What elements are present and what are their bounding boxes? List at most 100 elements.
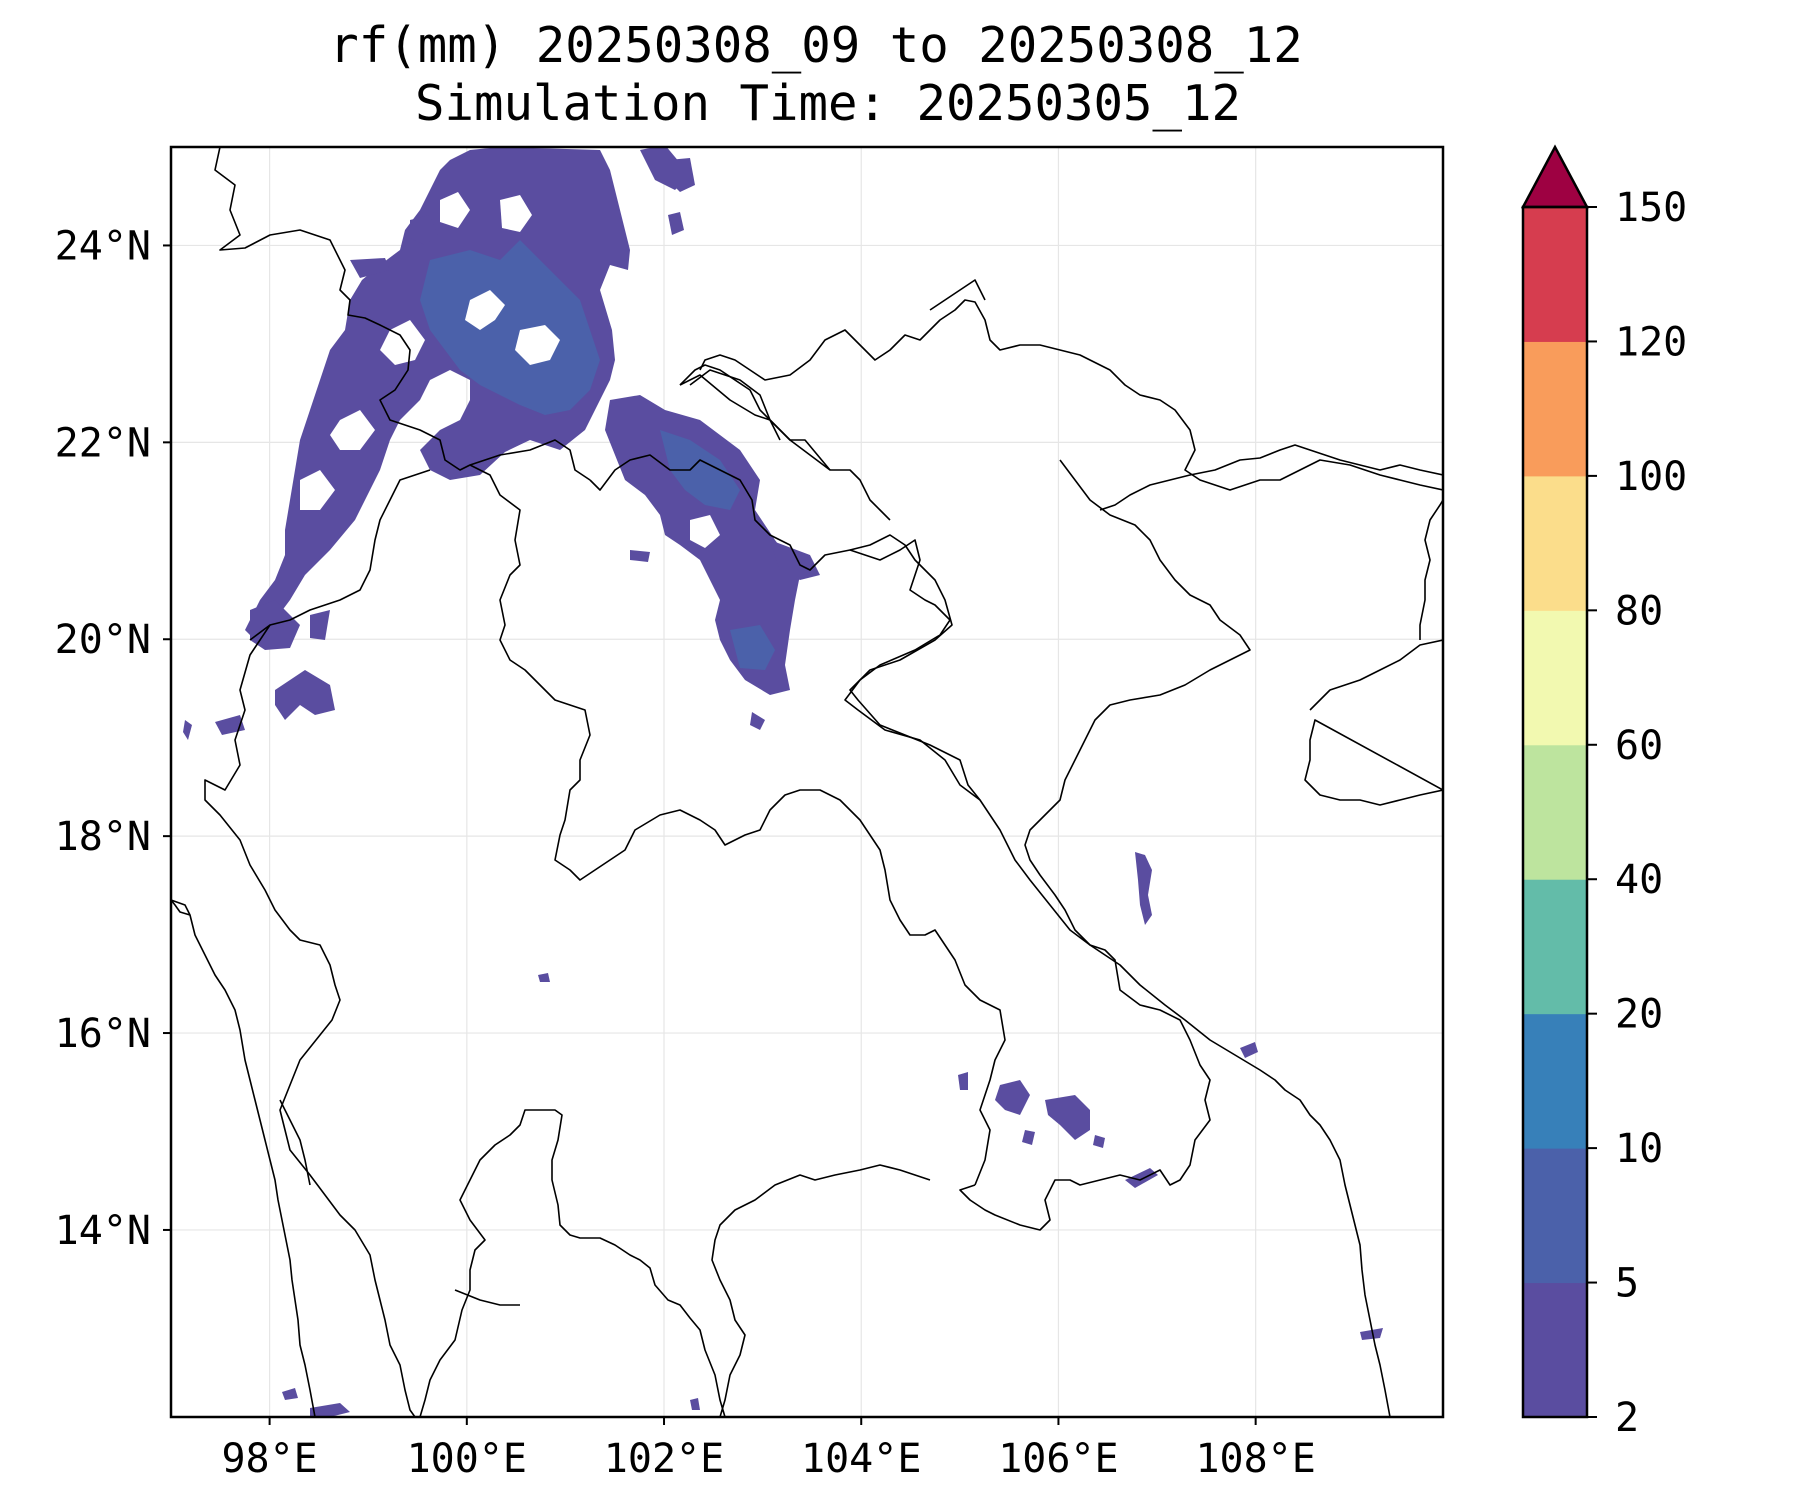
rain-patch (1093, 1135, 1105, 1148)
colorbar-labels: 2 5 10 20 40 60 80 100 120 150 (1587, 185, 1687, 1441)
rain-patch (300, 470, 335, 510)
rain-patch (690, 1398, 700, 1410)
border-line (929, 279, 986, 311)
rain-patch (310, 1403, 350, 1417)
colorbar-label: 40 (1615, 857, 1663, 903)
coastline (1304, 639, 1443, 806)
x-tick-labels: 98°E 100°E 102°E 104°E 106°E 108°E (221, 1436, 1315, 1482)
border-line (214, 147, 591, 481)
coastlines-and-borders (171, 147, 1443, 1417)
border-line (679, 364, 781, 441)
rain-patch (668, 158, 695, 192)
colorbar-label: 60 (1615, 723, 1663, 769)
colorbar-extend-arrow (1520, 144, 1590, 209)
rain-patch (770, 540, 820, 580)
border-line (849, 534, 1211, 1231)
rain-patch (282, 1388, 298, 1400)
rain-patch (995, 1080, 1030, 1115)
rain-patch (730, 625, 775, 670)
colorbar-label: 20 (1615, 992, 1663, 1038)
rain-patch (310, 610, 330, 640)
coastline (419, 1109, 726, 1417)
border-line (689, 369, 891, 521)
colorbar: 2 5 10 20 40 60 80 100 120 150 (1520, 144, 1687, 1441)
colorbar-segment (1523, 341, 1587, 477)
coastline (1024, 459, 1391, 1417)
y-tick-labels: 14°N 16°N 18°N 20°N 22°N 24°N (55, 223, 151, 1253)
border-line (699, 299, 1443, 491)
border-line (589, 454, 981, 801)
rain-patch (1360, 1328, 1383, 1340)
colorbar-segment (1523, 475, 1587, 611)
colorbar-label: 100 (1615, 454, 1687, 500)
colorbar-segments (1523, 207, 1587, 1418)
y-tick-label: 18°N (55, 814, 151, 860)
rain-patch (668, 212, 684, 235)
y-tick-label: 24°N (55, 223, 151, 269)
x-tick-label: 100°E (407, 1436, 527, 1482)
title-line-2: Simulation Time: 20250305_12 (415, 75, 1241, 132)
rain-patch (275, 670, 335, 720)
colorbar-label: 120 (1615, 319, 1687, 365)
rain-patch (350, 258, 390, 278)
rain-patch (1125, 1168, 1158, 1188)
rain-patch (630, 550, 650, 562)
rain-patch (465, 290, 505, 330)
rain-patch (515, 325, 560, 365)
rain-patch (660, 430, 740, 510)
coastline (1099, 444, 1443, 511)
y-tick-label: 14°N (55, 1208, 151, 1254)
border-line (249, 469, 431, 641)
rain-patch (183, 720, 192, 740)
colorbar-frame (1521, 205, 1589, 1419)
colorbar-label: 80 (1615, 588, 1663, 634)
rain-patch (500, 195, 532, 232)
rain-patch (750, 712, 765, 730)
colorbar-segment (1523, 1013, 1587, 1149)
colorbar-segment (1523, 744, 1587, 880)
x-tick-label: 98°E (221, 1436, 317, 1482)
colorbar-label: 2 (1615, 1395, 1639, 1441)
rain-patch (958, 1072, 968, 1090)
rain-patch (538, 973, 550, 982)
map-frame (169, 145, 1445, 1419)
y-tick-label: 20°N (55, 617, 151, 663)
rain-patch (410, 215, 438, 245)
colorbar-segment (1523, 879, 1587, 1015)
coastline (711, 1164, 931, 1417)
colorbar-label: 150 (1615, 185, 1687, 231)
rainfall-field (183, 147, 1383, 1417)
rain-patch (1135, 852, 1152, 925)
colorbar-segment (1523, 207, 1587, 342)
colorbar-segment (1523, 1282, 1587, 1418)
coastline (454, 1289, 520, 1306)
colorbar-segment (1523, 610, 1587, 746)
coastline (279, 1099, 311, 1186)
colorbar-label: 10 (1615, 1126, 1663, 1172)
rain-patch (420, 240, 600, 415)
rain-patch (690, 515, 720, 548)
rain-patch (330, 410, 375, 450)
border-line (469, 464, 1006, 1186)
y-tick-label: 22°N (55, 420, 151, 466)
coastline (1419, 499, 1443, 640)
rain-patch (1022, 1130, 1035, 1145)
rain-patch (440, 192, 470, 228)
y-tick-label: 16°N (55, 1011, 151, 1057)
coastline (171, 899, 191, 916)
x-tick-label: 102°E (604, 1436, 724, 1482)
rain-patch (1045, 1095, 1090, 1140)
border-line (679, 374, 831, 471)
x-tick-label: 106°E (998, 1436, 1118, 1482)
coastline (171, 899, 316, 1417)
colorbar-label: 5 (1615, 1261, 1639, 1307)
rain-patch (1240, 1042, 1258, 1058)
colorbar-segment (1523, 1148, 1587, 1284)
x-tick-label: 104°E (801, 1436, 921, 1482)
border-line (204, 624, 416, 1417)
title-line-1: rf(mm) 20250308_09 to 20250308_12 (329, 17, 1303, 74)
map-panel: 98°E 100°E 102°E 104°E 106°E 108°E 14°N 16°N 18… (55, 145, 1445, 1482)
axis-ticks (163, 244, 1257, 1425)
x-tick-label: 108°E (1195, 1436, 1315, 1482)
